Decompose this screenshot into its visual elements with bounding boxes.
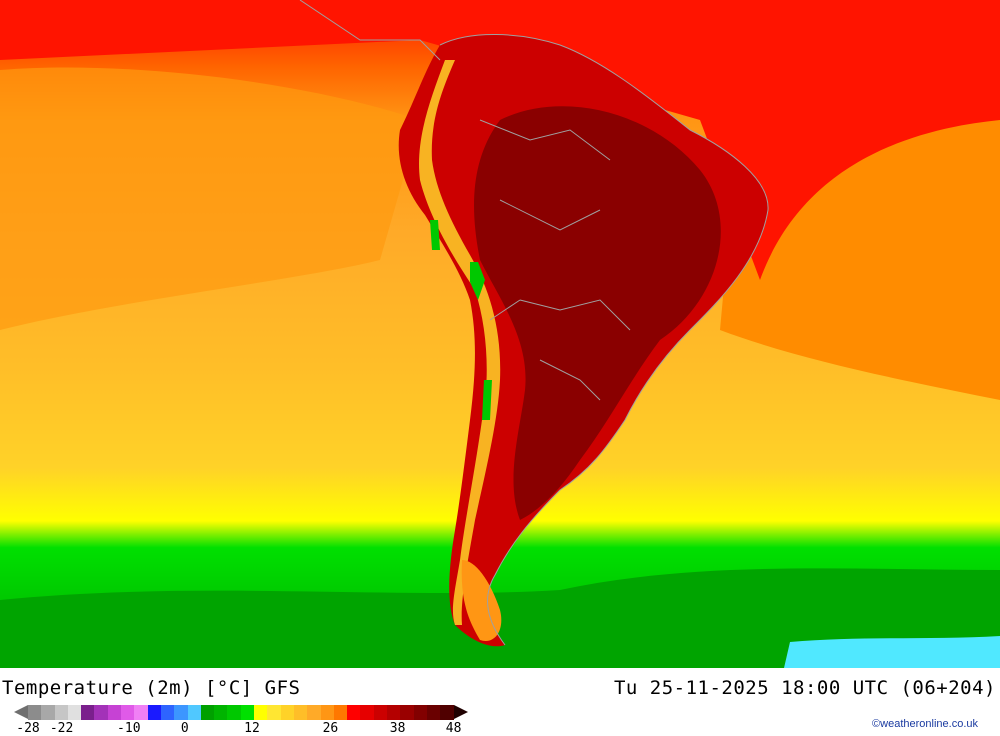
andes-yellow-ridge xyxy=(419,60,501,625)
legend-swatch xyxy=(280,705,294,720)
legend-swatch xyxy=(333,705,348,720)
legend-tick-label: 48 xyxy=(445,721,462,736)
legend-swatch xyxy=(307,705,321,720)
legend-swatch xyxy=(320,705,334,720)
legend-swatch xyxy=(254,705,268,720)
legend-swatch xyxy=(147,705,161,720)
legend-tick-label: 26 xyxy=(322,721,339,736)
legend-swatch xyxy=(227,705,241,720)
legend-tick-label: 0 xyxy=(180,721,189,736)
footer: Temperature (2m) [°C] GFS Tu 25-11-2025 … xyxy=(0,668,1000,736)
country-borders xyxy=(299,0,769,646)
legend-swatch xyxy=(107,705,122,720)
legend-swatch xyxy=(41,705,55,720)
legend-swatch xyxy=(373,705,388,720)
legend-swatch xyxy=(67,705,82,720)
legend-swatch xyxy=(81,705,95,720)
legend-swatch xyxy=(426,705,441,720)
legend-swatch xyxy=(440,705,454,720)
legend-swatch xyxy=(400,705,414,720)
legend-swatch xyxy=(413,705,427,720)
andes-green-peaks xyxy=(430,220,492,420)
legend-tick-label: -10 xyxy=(117,721,141,736)
interior-dark-red-heat xyxy=(474,106,721,520)
legend-swatch xyxy=(160,705,175,720)
legend-swatch xyxy=(134,705,148,720)
legend-tick-label: 12 xyxy=(244,721,260,736)
legend-swatch xyxy=(387,705,401,720)
temperature-map xyxy=(0,0,1000,668)
legend-swatch xyxy=(240,705,255,720)
legend-swatch xyxy=(28,705,42,720)
map-title: Temperature (2m) [°C] GFS xyxy=(2,677,301,699)
legend-max-arrow xyxy=(453,705,468,719)
legend-swatch xyxy=(267,705,281,720)
valid-time: Tu 25-11-2025 18:00 UTC (06+204) xyxy=(613,677,996,699)
legend-tick-label: 38 xyxy=(389,721,406,736)
antarctic-cyan-patch xyxy=(784,636,1000,668)
legend-swatch xyxy=(200,705,215,720)
east-pacific-orange-patch xyxy=(0,67,420,330)
color-legend xyxy=(28,705,454,720)
credit-link[interactable]: ©weatheronline.co.uk xyxy=(872,718,978,730)
legend-swatch xyxy=(54,705,68,720)
legend-swatch xyxy=(187,705,201,720)
legend-swatch xyxy=(214,705,228,720)
legend-swatch xyxy=(94,705,108,720)
legend-swatch xyxy=(121,705,135,720)
legend-swatch xyxy=(174,705,188,720)
legend-tick-label: -22 xyxy=(49,721,74,736)
legend-swatch xyxy=(347,705,361,720)
legend-min-arrow xyxy=(14,705,28,719)
legend-swatch xyxy=(293,705,308,720)
legend-swatch xyxy=(360,705,374,720)
legend-tick-label: -28 xyxy=(16,721,40,736)
